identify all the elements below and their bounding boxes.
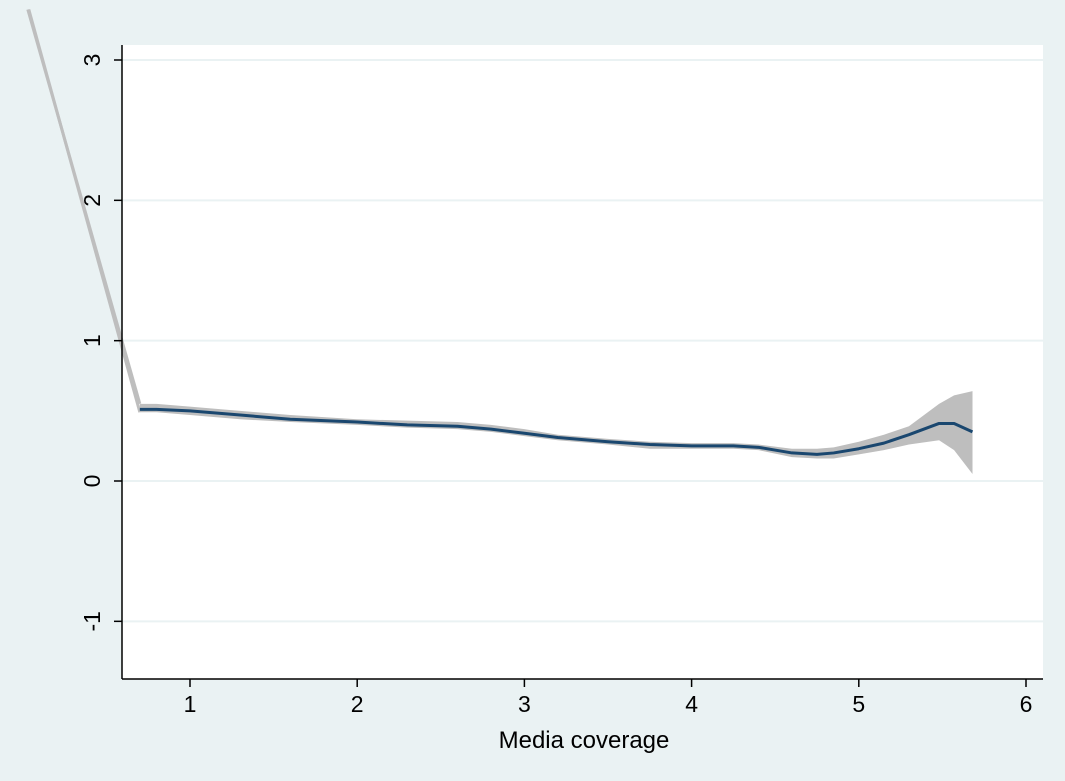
x-tick-label-4: 5 [852,691,865,717]
x-tick-label-1: 2 [351,691,364,717]
x-tick-label-2: 3 [518,691,531,717]
x-axis-ticks: 1 2 3 4 5 6 [184,679,1033,717]
plot-area [122,45,1043,679]
axes [121,45,1043,680]
x-axis-title: Media coverage [499,727,670,754]
y-tick-label-4: 3 [79,54,105,67]
gridlines [122,59,1043,623]
x-tick-label-0: 1 [184,691,197,717]
x-tick-label-3: 4 [685,691,698,717]
y-tick-label-1: 0 [79,475,105,488]
x-tick-label-5: 6 [1020,691,1033,717]
y-tick-label-3: 2 [79,194,105,207]
y-tick-label-0: -1 [79,611,105,631]
fitted-line [139,407,974,456]
y-tick-label-2: 1 [79,334,105,347]
y-axis-ticks: -1 0 1 2 3 [79,54,122,632]
